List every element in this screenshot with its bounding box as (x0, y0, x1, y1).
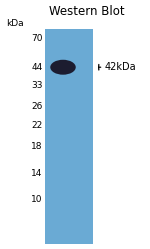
Ellipse shape (50, 60, 76, 75)
Text: 44: 44 (32, 63, 43, 72)
Text: 18: 18 (31, 142, 43, 151)
Text: 14: 14 (31, 169, 43, 178)
Text: 26: 26 (31, 102, 43, 111)
Text: 33: 33 (31, 81, 43, 90)
Text: 42kDa: 42kDa (105, 62, 137, 72)
Bar (45, 29, 93, 244)
Text: Western Blot: Western Blot (49, 5, 125, 18)
Text: 70: 70 (31, 34, 43, 43)
Text: 10: 10 (31, 195, 43, 204)
Text: kDa: kDa (6, 19, 24, 28)
Text: 22: 22 (32, 121, 43, 130)
